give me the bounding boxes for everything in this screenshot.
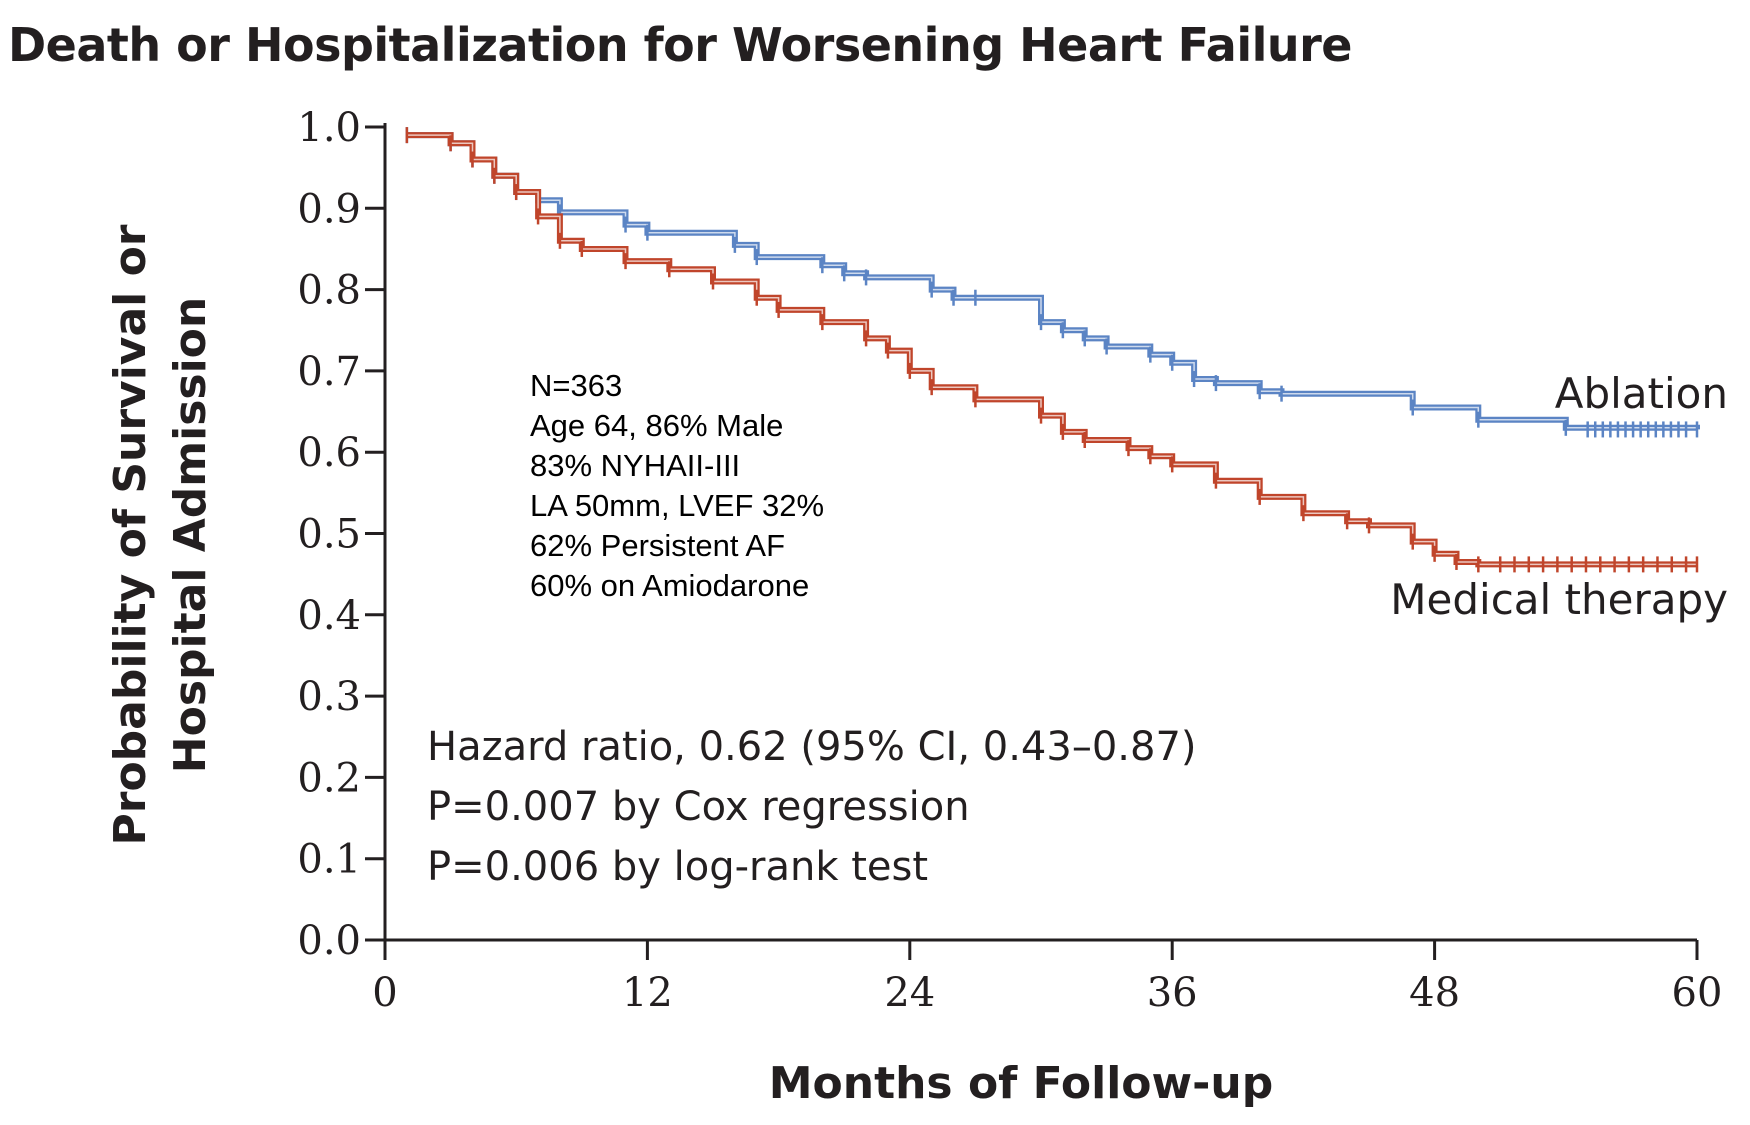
- baseline-line: 83% NYHAII-III: [530, 448, 740, 483]
- series-medical-therapy: [405, 127, 1699, 573]
- stat-line: Hazard ratio, 0.62 (95% CI, 0.43–0.87): [427, 724, 1197, 770]
- chart-title: Death or Hospitalization for Worsening H…: [8, 18, 1353, 72]
- series-layer: [405, 127, 1700, 573]
- y-axis-title-line: Hospital Admission: [165, 297, 216, 773]
- x-tick-label: 0: [372, 970, 397, 1016]
- axes: 0.0 0.1 0.2 0.3 0.4 0.5 0.6 0.7 0.8 0.9 1.0 0 12 24 36…: [105, 105, 1722, 1109]
- series-label-ablation: Ablation: [1555, 369, 1728, 418]
- y-tick-label: 1.0: [297, 105, 361, 151]
- baseline-line: LA 50mm, LVEF 32%: [530, 488, 824, 523]
- y-tick-label: 0.4: [297, 593, 361, 639]
- y-tick-label: 0.2: [297, 755, 361, 801]
- baseline-line: N=363: [530, 368, 622, 403]
- y-tick-label: 0.5: [297, 512, 361, 558]
- baseline-line: Age 64, 86% Male: [530, 408, 783, 443]
- y-tick-label: 0.1: [297, 837, 361, 883]
- annotation-layer: Ablation Medical therapy N=363 Age 64, 86% …: [427, 368, 1728, 890]
- y-tick-label: 0.0: [297, 918, 361, 964]
- x-tick-label: 12: [622, 970, 673, 1016]
- x-axis-title: Months of Follow-up: [769, 1058, 1274, 1109]
- baseline-line: 60% on Amiodarone: [530, 568, 809, 603]
- series-label-medical-therapy: Medical therapy: [1390, 575, 1728, 624]
- x-tick-label: 48: [1409, 970, 1460, 1016]
- y-tick-label: 0.3: [297, 674, 361, 720]
- y-axis-title-line: Probability of Survival or: [105, 224, 156, 845]
- y-tick-label: 0.8: [297, 268, 361, 314]
- x-tick-label: 36: [1147, 970, 1198, 1016]
- y-tick-label: 0.7: [297, 349, 361, 395]
- x-tick-label: 60: [1672, 970, 1723, 1016]
- y-tick-label: 0.9: [297, 186, 361, 232]
- y-tick-label: 0.6: [297, 430, 361, 476]
- x-tick-label: 24: [884, 970, 935, 1016]
- stat-line: P=0.007 by Cox regression: [427, 784, 970, 830]
- baseline-line: 62% Persistent AF: [530, 528, 785, 563]
- stat-line: P=0.006 by log-rank test: [427, 844, 928, 890]
